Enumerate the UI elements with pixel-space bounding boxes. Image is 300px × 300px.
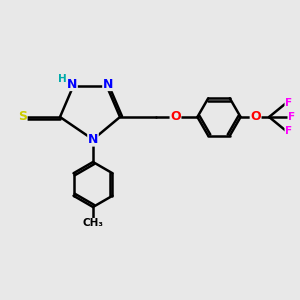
Text: F: F (285, 125, 292, 136)
Text: N: N (103, 77, 113, 91)
Text: F: F (285, 98, 292, 109)
Text: S: S (18, 110, 27, 124)
Text: F: F (288, 112, 295, 122)
Text: N: N (67, 77, 77, 91)
Text: H: H (58, 74, 67, 84)
Text: N: N (88, 133, 98, 146)
Text: O: O (170, 110, 181, 124)
Text: O: O (250, 110, 261, 124)
Text: CH₃: CH₃ (82, 218, 103, 229)
